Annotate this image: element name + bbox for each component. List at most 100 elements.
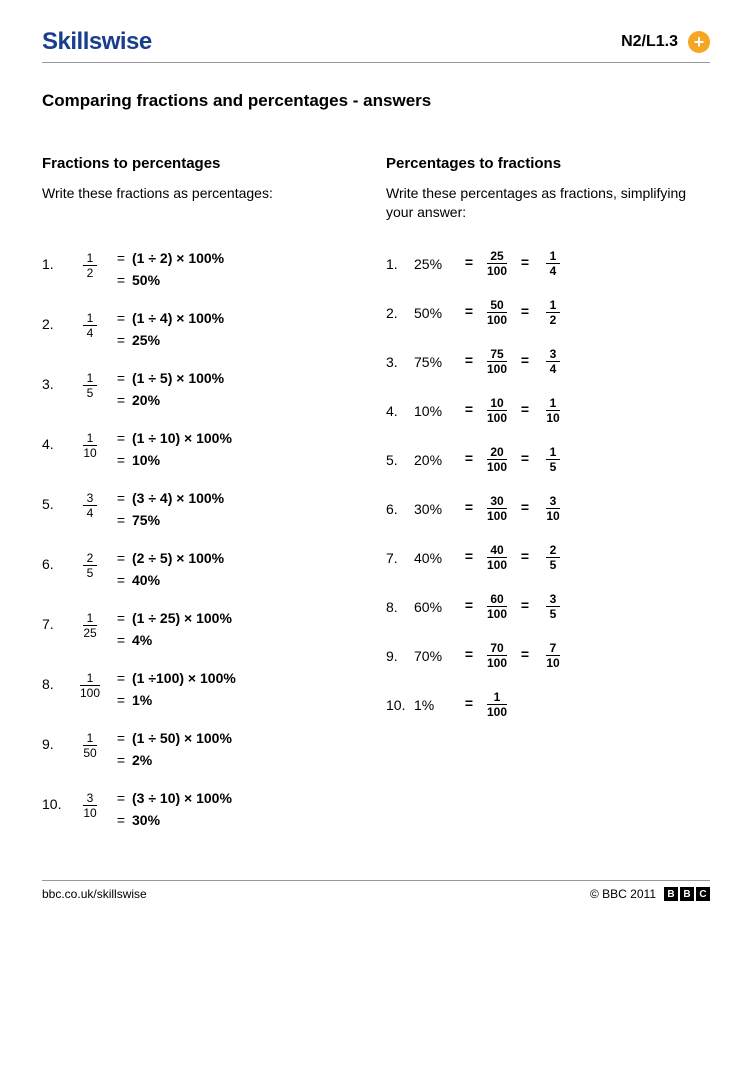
question-number: 1. [386,250,414,272]
question-number: 6. [386,495,414,517]
fraction: 25 [546,544,560,571]
fraction-denominator: 100 [487,607,507,620]
question-number: 4. [386,397,414,419]
fraction: 1100 [487,691,507,718]
hundredths-fraction: 10100 [480,397,514,424]
hundredths-fraction: 70100 [480,642,514,669]
equals-sign: = [514,495,536,515]
fraction-numerator: 1 [87,432,94,445]
fraction-numerator: 1 [550,397,557,410]
footer-right: © BBC 2011 B B C [590,887,710,901]
answer-line: =2% [110,752,232,768]
question-row: 2.14=(1 ÷ 4) × 100%=25% [42,310,366,348]
fraction-denominator: 5 [550,558,557,571]
fraction-numerator: 3 [87,792,94,805]
right-heading: Percentages to fractions [386,155,710,172]
question-number: 1. [42,250,70,272]
equals-sign: = [110,512,132,528]
fraction: 12 [546,299,560,326]
answer: 50% [132,272,160,288]
percentage: 50% [414,299,458,321]
answer-line: =30% [110,812,232,828]
equation-column: =(3 ÷ 10) × 100%=30% [110,790,232,828]
equals-sign: = [110,392,132,408]
fraction: 110 [546,397,560,424]
question-number: 8. [42,670,70,692]
equals-sign: = [110,730,132,746]
answer: 10% [132,452,160,468]
left-instruction: Write these fractions as percentages: [42,184,366,222]
fraction: 150 [83,732,97,759]
equals-sign: = [110,310,132,326]
equation-column: =(1 ÷ 5) × 100%=20% [110,370,224,408]
question-row: 7.125=(1 ÷ 25) × 100%=4% [42,610,366,648]
equals-sign: = [110,332,132,348]
percentage: 1% [414,691,458,713]
expression: (2 ÷ 5) × 100% [132,550,224,566]
question-row: 2.50%=50100=12 [386,299,710,326]
equals-sign: = [514,544,536,564]
fraction-denominator: 100 [487,558,507,571]
answer-line: =1% [110,692,236,708]
footer: bbc.co.uk/skillswise © BBC 2011 B B C [42,880,710,901]
bbc-b2: B [680,887,694,901]
hundredths-fraction: 25100 [480,250,514,277]
fraction-denominator: 100 [487,362,507,375]
question-row: 4.10%=10100=110 [386,397,710,424]
fraction-denominator: 2 [87,266,94,279]
fraction-numerator: 1 [87,372,94,385]
equation-column: =(2 ÷ 5) × 100% =40% [110,550,224,588]
fraction-denominator: 100 [487,509,507,522]
fraction-cell: 310 [70,790,110,819]
question-row: 10.310=(3 ÷ 10) × 100%=30% [42,790,366,828]
fraction: 12 [83,252,97,279]
question-number: 2. [42,310,70,332]
fraction-numerator: 1 [87,312,94,325]
answer-line: =40% [110,572,224,588]
fraction: 710 [546,642,560,669]
hundredths-fraction: 30100 [480,495,514,522]
equation-line: =(2 ÷ 5) × 100% [110,550,224,566]
fraction-denominator: 4 [87,506,94,519]
question-row: 1.12=(1 ÷ 2) × 100%=50% [42,250,366,288]
fraction-denominator: 10 [546,656,559,669]
hundredths-fraction: 60100 [480,593,514,620]
fraction-numerator: 1 [494,691,501,704]
fraction: 75100 [487,348,507,375]
plus-icon: + [688,31,710,53]
fraction-denominator: 100 [487,264,507,277]
fraction-numerator: 25 [490,250,503,263]
fraction-denominator: 100 [487,460,507,473]
simplified-fraction: 14 [536,250,570,277]
fraction: 50100 [487,299,507,326]
equals-sign: = [110,790,132,806]
question-row: 3.15=(1 ÷ 5) × 100%=20% [42,370,366,408]
fraction: 20100 [487,446,507,473]
fraction: 1100 [80,672,100,699]
fraction-numerator: 50 [490,299,503,312]
fraction-numerator: 60 [490,593,503,606]
left-column: Fractions to percentages Write these fra… [42,155,366,850]
page-title: Comparing fractions and percentages - an… [42,91,710,111]
worksheet-page: Skillswise N2/L1.3 + Comparing fractions… [0,0,752,921]
fraction: 60100 [487,593,507,620]
equation-line: =(1 ÷ 2) × 100% [110,250,224,266]
fraction: 125 [83,612,97,639]
equals-sign: = [110,550,132,566]
percentage: 30% [414,495,458,517]
equals-sign: = [110,812,132,828]
percentage: 20% [414,446,458,468]
fraction-numerator: 70 [490,642,503,655]
question-number: 8. [386,593,414,615]
fraction: 14 [546,250,560,277]
answer-line: =4% [110,632,232,648]
fraction-cell: 1100 [70,670,110,699]
content-columns: Fractions to percentages Write these fra… [42,155,710,850]
equals-sign: = [110,272,132,288]
header: Skillswise N2/L1.3 + [42,28,710,63]
fraction-cell: 25 [70,550,110,579]
fraction-denominator: 4 [550,362,557,375]
equals-sign: = [110,250,132,266]
fraction-denominator: 100 [487,313,507,326]
fraction-numerator: 3 [550,495,557,508]
